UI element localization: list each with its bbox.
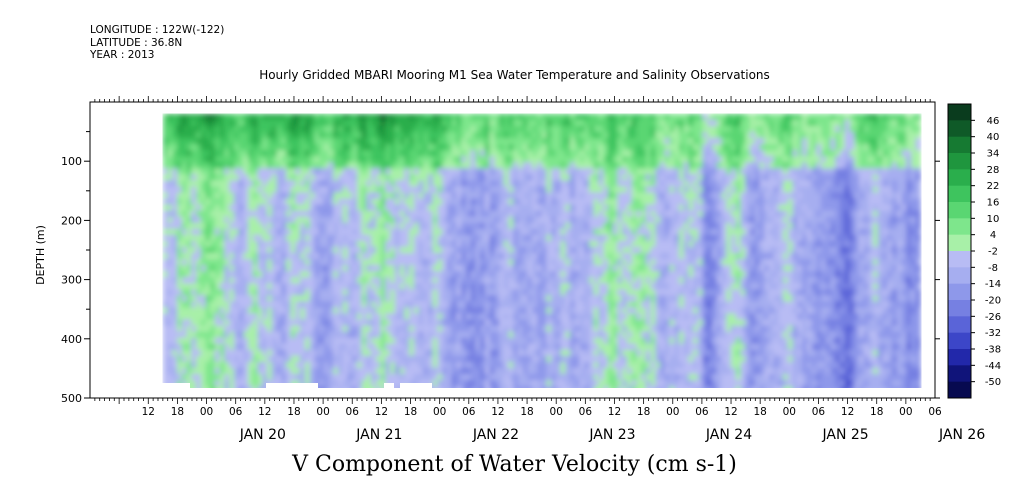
x-day-label: JAN 21 xyxy=(355,427,402,443)
x-hour-label: 18 xyxy=(520,406,533,418)
colorbar-label: -38 xyxy=(985,345,1001,356)
x-hour-label: 12 xyxy=(491,406,504,418)
x-hour-label: 06 xyxy=(229,406,243,418)
colorbar-label: -32 xyxy=(985,328,1001,339)
colorbar-swatch xyxy=(948,169,971,187)
colorbar-label: 34 xyxy=(987,149,1000,160)
colorbar: 46 40 34 28 22 16 10 4 -2 -8 -14 -20 -26 -32 -38 -44 -50 xyxy=(947,103,1001,399)
colorbar-swatch xyxy=(948,153,971,170)
colorbar-label: 28 xyxy=(987,165,1000,176)
colorbar-swatch xyxy=(948,332,971,350)
x-axis: 12 18 00 06 12 18 00 06 12 18 00 06 12 18 00 06 12 18 00 06… xyxy=(94,96,985,443)
y-tick-label: 400 xyxy=(61,333,82,346)
x-hour-label: 18 xyxy=(637,406,650,418)
colorbar-label: -2 xyxy=(988,247,998,258)
colorbar-label: -50 xyxy=(985,377,1001,388)
x-day-label: JAN 25 xyxy=(821,427,868,443)
x-hour-label: 18 xyxy=(287,406,300,418)
x-day-label: JAN 20 xyxy=(239,427,286,443)
colorbar-label: 16 xyxy=(987,198,1000,209)
year-text: YEAR : 2013 xyxy=(90,49,155,61)
x-hour-label: 12 xyxy=(608,406,621,418)
colorbar-label: -14 xyxy=(985,279,1001,290)
x-hour-label: 06 xyxy=(346,406,360,418)
y-tick-label: 200 xyxy=(61,214,82,227)
colorbar-swatch xyxy=(948,365,971,383)
latitude-text: LATITUDE : 36.8N xyxy=(90,36,183,49)
longitude-text: LONGITUDE : 122W(-122) xyxy=(90,24,225,36)
x-hour-label: 12 xyxy=(258,406,271,418)
missing-data-gaps xyxy=(152,383,432,390)
colorbar-label: -44 xyxy=(985,361,1001,372)
colorbar-label: 46 xyxy=(987,116,1000,127)
x-hour-label: 18 xyxy=(753,406,766,418)
chart-title: Hourly Gridded MBARI Mooring M1 Sea Wate… xyxy=(259,68,770,82)
x-hour-label: 06 xyxy=(812,406,826,418)
y-axis: 100 200 300 400 500 xyxy=(61,131,940,405)
colorbar-swatch xyxy=(948,251,971,268)
colorbar-swatch xyxy=(948,185,971,203)
colorbar-label: 22 xyxy=(987,181,1000,192)
data-gap xyxy=(152,383,190,390)
x-day-label: JAN 23 xyxy=(588,427,635,443)
x-axis-label: V Component of Water Velocity (cm s-1) xyxy=(292,452,737,477)
x-hour-label: 00 xyxy=(666,406,679,418)
x-hour-label: 18 xyxy=(171,406,184,418)
x-hour-label: 12 xyxy=(841,406,854,418)
x-hour-label: 18 xyxy=(870,406,883,418)
colorbar-swatch xyxy=(948,283,971,301)
colorbar-swatch xyxy=(948,267,971,285)
colorbar-swatch xyxy=(948,104,971,121)
x-hour-label: 06 xyxy=(695,406,709,418)
colorbar-label: -20 xyxy=(985,296,1001,307)
x-hour-label: 00 xyxy=(550,406,563,418)
colorbar-swatch xyxy=(948,381,971,399)
colorbar-label: 4 xyxy=(990,230,996,241)
x-hour-label: 06 xyxy=(928,406,942,418)
colorbar-swatch xyxy=(948,349,971,366)
colorbar-swatch xyxy=(948,202,971,219)
x-hour-label: 12 xyxy=(724,406,737,418)
x-hour-label: 18 xyxy=(404,406,417,418)
colorbar-swatch xyxy=(948,136,971,154)
y-tick-label: 100 xyxy=(61,155,82,168)
colorbar-label: -8 xyxy=(988,263,998,274)
x-day-label: JAN 22 xyxy=(472,427,519,443)
x-day-label: JAN 26 xyxy=(938,427,985,443)
x-day-label: JAN 24 xyxy=(705,427,752,443)
metadata-block: LONGITUDE : 122W(-122) LATITUDE : 36.8N … xyxy=(90,24,224,62)
y-tick-label: 500 xyxy=(61,392,82,405)
x-hour-label: 12 xyxy=(142,406,155,418)
x-hour-label: 06 xyxy=(462,406,476,418)
colorbar-swatch xyxy=(948,234,971,252)
x-hour-label: 06 xyxy=(579,406,593,418)
velocity-field xyxy=(162,113,922,388)
x-hour-label: 00 xyxy=(200,406,213,418)
y-axis-label: DEPTH (m) xyxy=(34,225,47,285)
colorbar-label: -26 xyxy=(985,312,1001,323)
data-gap xyxy=(400,383,432,390)
x-hour-label: 00 xyxy=(433,406,446,418)
x-hour-label: 00 xyxy=(316,406,329,418)
colorbar-swatch xyxy=(948,218,971,236)
y-tick-label: 300 xyxy=(61,274,82,287)
data-gap xyxy=(384,383,394,390)
colorbar-swatch xyxy=(948,300,971,317)
data-gap xyxy=(266,383,318,390)
colorbar-swatch xyxy=(948,316,971,334)
colorbar-swatch xyxy=(948,120,971,138)
colorbar-label: 40 xyxy=(987,132,1000,143)
x-hour-label: 00 xyxy=(899,406,912,418)
x-hour-label: 00 xyxy=(783,406,796,418)
x-hour-label: 12 xyxy=(375,406,388,418)
colorbar-label: 10 xyxy=(987,214,1000,225)
